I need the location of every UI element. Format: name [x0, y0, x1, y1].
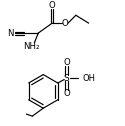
- Text: O: O: [62, 19, 68, 28]
- Text: S: S: [64, 74, 70, 83]
- Text: O: O: [63, 89, 70, 98]
- Text: OH: OH: [82, 74, 96, 83]
- Text: NH₂: NH₂: [23, 42, 40, 51]
- Text: N: N: [7, 29, 14, 38]
- Text: O: O: [49, 1, 56, 10]
- Text: O: O: [63, 58, 70, 67]
